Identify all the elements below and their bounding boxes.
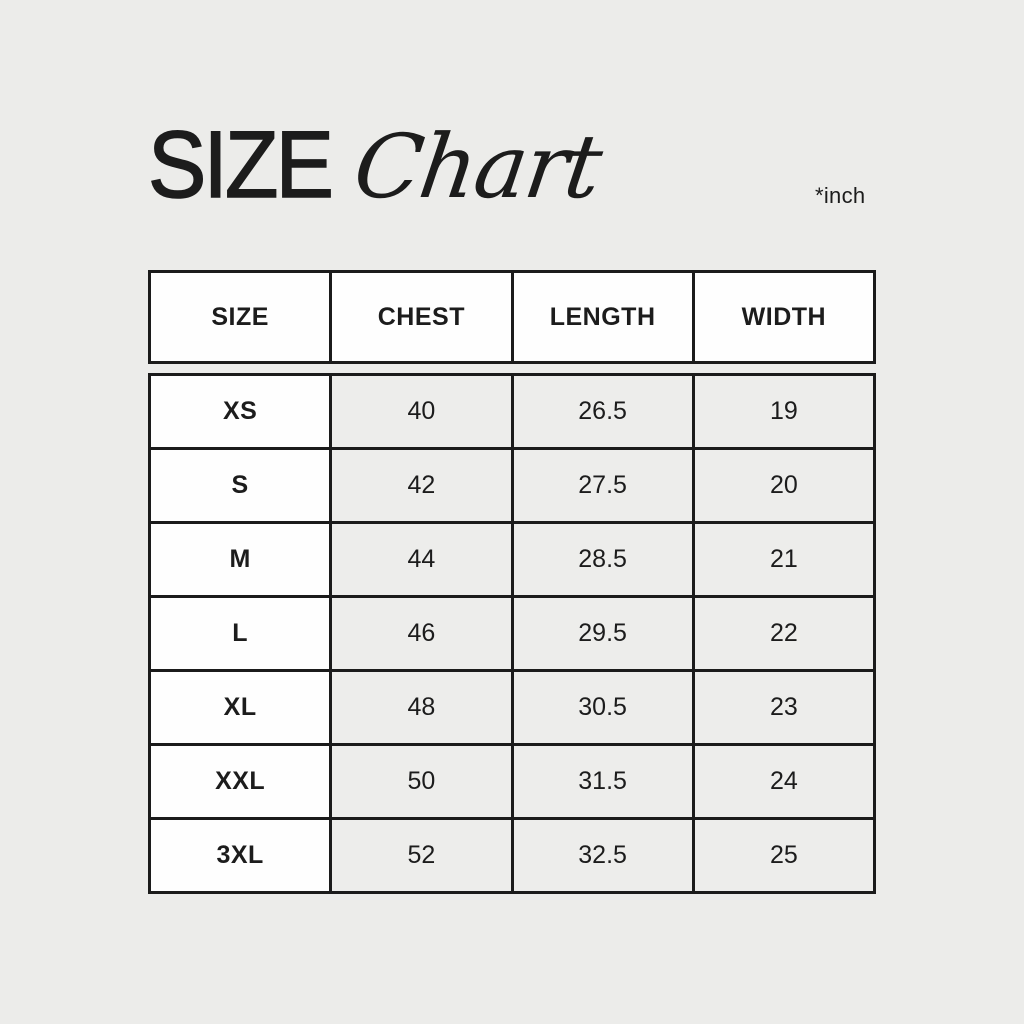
- table-row-xxl: XXL 50 31.5 24: [147, 743, 877, 820]
- chest-cell: 48: [329, 669, 514, 746]
- size-cell: M: [147, 521, 333, 598]
- width-cell: 23: [691, 669, 877, 746]
- size-cell: 3XL: [147, 817, 333, 894]
- size-chart-body: XS 40 26.5 19 S 42 27.5 20 M 44 28.5 21 …: [147, 373, 877, 894]
- table-row-3xl: 3XL 52 32.5 25: [147, 817, 877, 894]
- unit-note: *inch: [815, 183, 866, 208]
- chest-cell: 40: [329, 373, 514, 450]
- chest-cell: 42: [329, 447, 514, 524]
- chest-cell: 46: [329, 595, 514, 672]
- size-cell: XXL: [147, 743, 333, 820]
- width-cell: 22: [691, 595, 877, 672]
- size-cell: XS: [147, 373, 333, 450]
- chest-cell: 44: [329, 521, 514, 598]
- size-cell: L: [147, 595, 333, 672]
- table-row-xs: XS 40 26.5 19: [147, 373, 877, 450]
- page-title: SIZE Chart: [147, 112, 606, 218]
- width-cell: 25: [691, 817, 877, 894]
- width-cell: 21: [691, 521, 877, 598]
- table-row-l: L 46 29.5 22: [147, 595, 877, 672]
- width-cell: 24: [691, 743, 877, 820]
- width-cell: 20: [691, 447, 877, 524]
- chest-cell: 50: [329, 743, 514, 820]
- header-cell-width: WIDTH: [691, 270, 877, 364]
- header-cell-size: SIZE: [147, 270, 333, 364]
- length-cell: 32.5: [510, 817, 695, 894]
- chest-cell: 52: [329, 817, 514, 894]
- header-cell-length: LENGTH: [510, 270, 695, 364]
- length-cell: 28.5: [510, 521, 695, 598]
- length-cell: 31.5: [510, 743, 695, 820]
- length-cell: 26.5: [510, 373, 695, 450]
- size-cell: XL: [147, 669, 333, 746]
- size-chart-header: SIZE CHEST LENGTH WIDTH: [147, 270, 877, 364]
- header-cell-chest: CHEST: [329, 270, 514, 364]
- table-row-s: S 42 27.5 20: [147, 447, 877, 524]
- width-cell: 19: [691, 373, 877, 450]
- title-size-word: SIZE: [147, 112, 334, 218]
- title-chart-word: Chart: [348, 115, 607, 218]
- size-cell: S: [147, 447, 333, 524]
- table-row-xl: XL 48 30.5 23: [147, 669, 877, 746]
- length-cell: 29.5: [510, 595, 695, 672]
- header-row: SIZE CHEST LENGTH WIDTH: [147, 270, 877, 364]
- length-cell: 27.5: [510, 447, 695, 524]
- length-cell: 30.5: [510, 669, 695, 746]
- table-row-m: M 44 28.5 21: [147, 521, 877, 598]
